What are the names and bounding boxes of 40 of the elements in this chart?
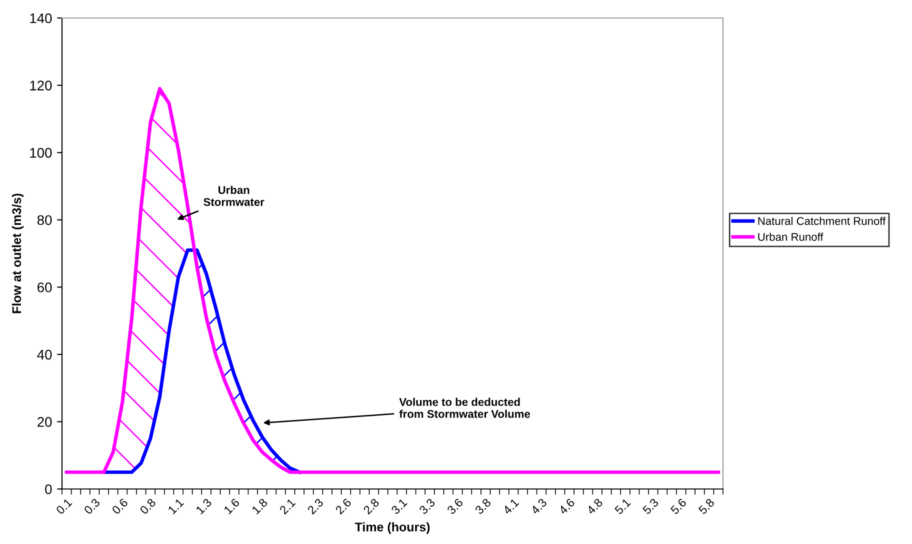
x-tick-label: 3.1	[390, 498, 408, 515]
x-tick-label: 1.8	[251, 498, 268, 514]
legend-label: Urban Runoff	[758, 232, 824, 241]
x-tick-label: 0.1	[56, 498, 72, 515]
x-tick-label: 1.3	[196, 498, 212, 514]
y-tick-label: 40	[37, 350, 52, 360]
y-tick-label: 120	[30, 80, 52, 90]
x-tick-label: 5.6	[670, 498, 687, 515]
x-tick-label: 3.8	[474, 498, 492, 515]
annotation: Volume to be deducted from Stormwater Volume	[399, 398, 530, 418]
x-tick-label: 3.3	[418, 498, 436, 515]
x-tick-label: 5.1	[614, 498, 631, 515]
legend-label: Natural Catchment Runoff	[758, 216, 886, 225]
x-tick-label: 4.1	[502, 498, 520, 515]
y-tick-label: 0	[45, 484, 52, 494]
x-tick-label: 3.6	[446, 498, 464, 515]
y-tick-label: 60	[38, 282, 52, 292]
x-tick-label: 0.6	[111, 498, 128, 515]
x-tick-label: 1.6	[223, 498, 240, 514]
x-tick-label: 1.1	[168, 498, 184, 514]
x-tick-label: 5.3	[642, 498, 659, 515]
x-tick-label: 2.3	[307, 498, 324, 515]
y-tick-label: 140	[30, 13, 52, 24]
y-tick-label: 80	[37, 215, 52, 226]
x-tick-label: 5.8	[698, 498, 715, 515]
x-tick-label: 2.6	[334, 498, 352, 515]
y-tick-label: 20	[38, 417, 52, 427]
line-series	[64, 86, 720, 474]
x-tick-label: 0.8	[139, 498, 156, 515]
x-tick-label: 0.3	[84, 498, 100, 515]
x-tick-label: 2.8	[362, 498, 380, 515]
x-tick-label: 4.3	[530, 498, 548, 515]
x-tick-label: 4.6	[558, 498, 576, 515]
annotation: Urban Stormwater	[204, 186, 264, 206]
y-axis-title: Flow at outlet (m3/s)	[12, 194, 24, 314]
x-axis-title: Time (hours)	[354, 522, 430, 534]
line-series	[102, 248, 302, 474]
x-tick-label: 2.1	[279, 498, 296, 515]
x-tick-label: 4.8	[586, 498, 604, 515]
y-tick-label: 100	[30, 148, 52, 158]
